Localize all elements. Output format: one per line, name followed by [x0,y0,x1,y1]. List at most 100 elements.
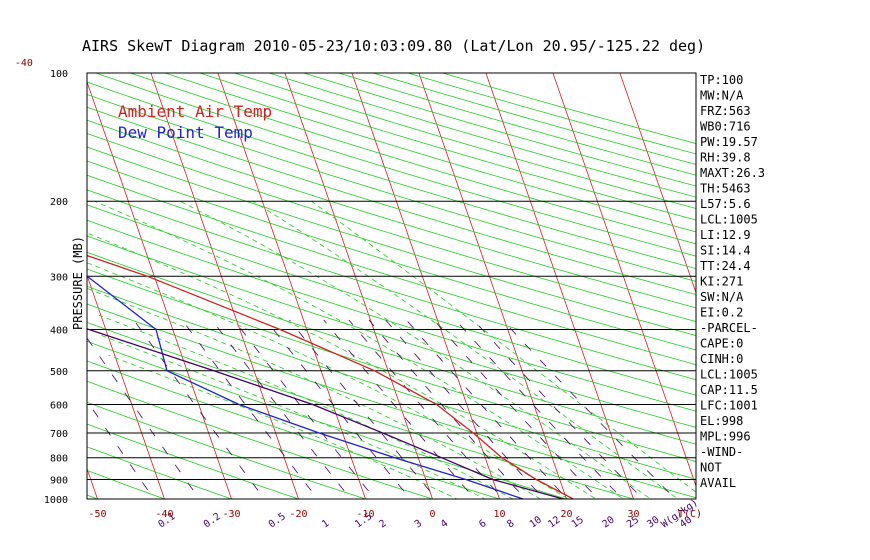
index-item: -PARCEL- [700,321,758,335]
dry-adiabat-line [87,235,696,428]
pressure-tick-label: 300 [50,272,68,283]
mixing-ratio-tick-label: 20 [601,515,617,531]
moist-adiabat-line [98,314,514,499]
plot-frame [86,72,697,500]
isotherm-line [150,73,299,499]
mixing-ratio-tick-label: 4 [439,518,450,530]
dry-adiabat-line [87,219,696,412]
temp-tick-label: -10 [356,509,374,520]
index-item: SI:14.4 [700,244,751,258]
index-item: L57:5.6 [700,197,751,211]
mixing-ratio-line [473,319,644,499]
index-item: MPL:996 [700,430,751,444]
dry-adiabat-line [268,73,696,198]
dry-adiabat-line [87,204,696,396]
mixing-ratio-line [133,319,265,499]
mixing-ratio-line [233,319,376,499]
mixing-ratio-line [502,319,677,499]
moist-adiabat-line [108,354,458,499]
dry-adiabat-line [87,119,696,309]
index-item: CAPE:0 [700,337,743,351]
temp-tick-label: -20 [289,509,307,520]
dry-adiabat-line [87,106,696,295]
index-item: AVAIL [700,476,736,490]
index-item: TT:24.4 [700,259,751,273]
dry-adiabat-line [87,446,233,499]
temp-tick-label: 0 [429,509,435,520]
isotherm-line [552,73,696,488]
dry-adiabat-line [87,133,696,323]
dry-adiabat-line [87,423,300,499]
index-item: MW:N/A [700,89,744,103]
series-ambient-air-temp [87,254,574,499]
mixing-ratio-tick-label: 1 [320,518,331,530]
pressure-tick-label: 700 [50,429,68,440]
mixing-ratio-tick-label: 10 [528,515,544,531]
temp-tick-label: 30 [627,509,639,520]
index-item: LI:12.9 [700,228,751,242]
mixing-ratio-tick-label: 3 [413,518,424,530]
dry-adiabat-line [87,494,99,499]
moist-adiabat-line [179,200,652,499]
mixing-ratio-line [265,319,412,499]
dry-adiabat-line [87,81,696,270]
pressure-tick-label: 800 [50,454,68,465]
dry-adiabat-line [87,401,367,499]
mixing-ratio-line [348,319,504,499]
dry-adiabat-line [338,73,696,176]
temp-tick-label: 10 [493,509,505,520]
series-dew-point-temp [87,275,524,499]
temp-tick-label: -40 [155,509,173,520]
legend-ambient-temp: Ambient Air Temp [118,102,272,121]
moist-adiabat-line [87,232,597,499]
mixing-ratio-line [406,319,568,499]
dry-adiabat-line [87,285,696,480]
index-item: MAXT:26.3 [700,166,765,180]
pressure-tick-label: 900 [50,476,68,487]
moist-adiabat-line [311,200,696,493]
mixing-ratio-line [181,319,319,499]
isotherm-line [87,467,98,499]
dry-adiabat-line [87,160,696,351]
index-item: KI:271 [700,275,743,289]
mixing-ratio-tick-label: 2 [377,518,388,530]
isotherm-line [418,73,567,499]
index-item: LFC:1001 [700,399,758,413]
isotherm-line [87,80,232,499]
dry-adiabat-line [87,469,166,499]
pressure-tick-label: 100 [50,69,68,80]
legend-dew-point: Dew Point Temp [118,123,253,142]
mixing-ratio-line [211,319,352,499]
mixing-ratio-line [455,319,624,499]
dry-adiabat-line [407,73,696,155]
dry-adiabat-line [87,303,696,499]
mixing-ratio-line [323,319,476,499]
index-item: LCL:1005 [700,213,758,227]
dry-adiabat-line [87,189,696,381]
mixing-ratio-tick-label: 6 [477,518,488,530]
dry-adiabat-line [95,73,696,257]
dry-adiabat-line [87,380,434,499]
moist-adiabat-line [94,200,625,499]
index-item: SW:N/A [700,290,744,304]
isotherm-line [485,73,634,499]
index-item: PW:19.57 [700,135,758,149]
series-parcel [87,328,564,499]
index-item: FRZ:563 [700,104,751,118]
temp-tick-label: 20 [560,509,572,520]
mixing-ratio-line [87,400,155,499]
index-item: NOT [700,461,722,475]
dry-adiabat-line [87,251,696,445]
mixing-ratio-tick-label: 0.2 [202,511,223,530]
moist-adiabat-line [97,333,486,499]
mixing-ratio-line [87,337,200,499]
index-item: LCL:1005 [700,368,758,382]
mixing-ratio-tick-label: 0.5 [267,511,288,530]
pressure-tick-label: 1000 [44,495,68,506]
pressure-tick-label: 500 [50,367,68,378]
dry-adiabat-line [87,174,696,366]
isotherm-line [217,73,366,499]
index-item: CINH:0 [700,352,743,366]
dry-adiabat-line [87,94,696,282]
